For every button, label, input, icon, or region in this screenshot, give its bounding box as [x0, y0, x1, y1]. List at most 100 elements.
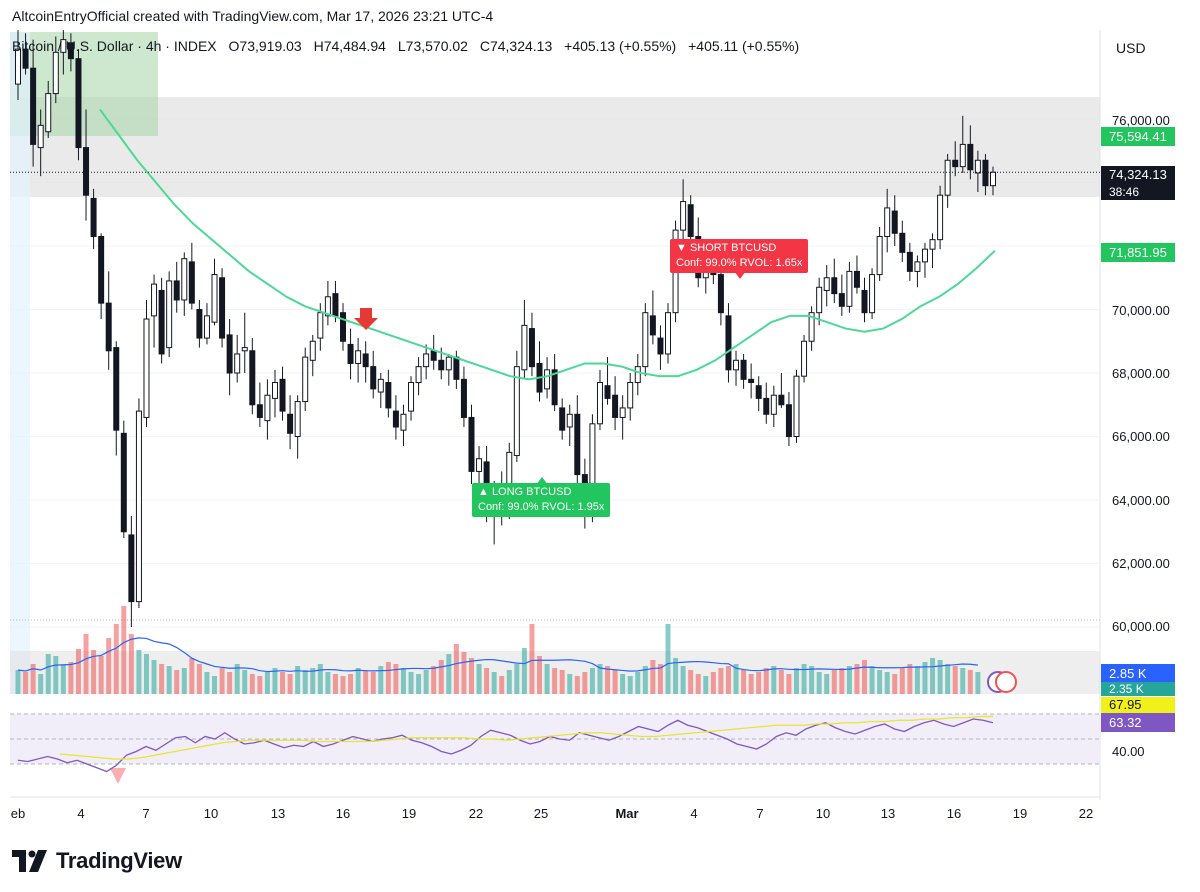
volume-bar	[166, 666, 172, 694]
tradingview-logo-text: TradingView	[56, 848, 182, 873]
candle-body	[831, 277, 838, 295]
candle-body	[596, 382, 603, 425]
volume-bar	[884, 672, 890, 694]
volume-bar	[128, 634, 134, 694]
candle-body	[823, 277, 830, 291]
volume-bar	[491, 672, 497, 694]
volume-bar	[400, 668, 406, 694]
candle-body	[105, 302, 112, 352]
candle-body	[982, 159, 989, 187]
us-flag-icon	[995, 671, 1017, 693]
volume-bar	[45, 654, 51, 694]
candle-body	[619, 407, 626, 418]
volume-bar	[869, 666, 875, 694]
volume-bar	[574, 676, 580, 694]
time-tick-label: 25	[533, 806, 549, 821]
candle-body	[513, 366, 520, 457]
volume-bar	[310, 668, 316, 694]
candle-body	[559, 407, 566, 431]
candle-body	[460, 378, 467, 418]
volume-bar	[174, 670, 180, 694]
candle-body	[234, 353, 241, 374]
volume-bar	[816, 672, 822, 694]
symbol-title[interactable]: Bitcoin / U.S. Dollar · 4h · INDEX	[12, 38, 217, 54]
candle-body	[67, 42, 74, 60]
price-tick-label: 68,000.00	[1112, 366, 1170, 381]
price-tick-label: 76,000.00	[1112, 113, 1170, 128]
candle-body	[649, 315, 656, 336]
volume-bar	[431, 666, 437, 694]
volume-bar	[650, 660, 656, 694]
candle-body	[332, 293, 339, 317]
candle-body	[173, 280, 180, 301]
volume-bar	[786, 674, 792, 694]
volume-bar	[620, 674, 626, 694]
ohlc-change-2: +405.11 (+0.55%)	[688, 38, 800, 54]
candle-body	[846, 270, 853, 307]
volume-bar	[854, 664, 860, 694]
volume-bar	[143, 654, 149, 694]
volume-bar	[181, 668, 187, 694]
volume-bar	[922, 662, 928, 694]
candle-body	[778, 394, 785, 406]
volume-bar	[438, 660, 444, 694]
volume-bar	[499, 676, 505, 694]
volume-bar	[778, 670, 784, 694]
candle-body	[445, 356, 452, 371]
candle-body	[453, 356, 460, 380]
tradingview-logo[interactable]: TradingView	[12, 848, 182, 874]
volume-bar	[30, 664, 36, 694]
short-signal-line2: Conf: 99.0% RVOL: 1.65x	[676, 257, 803, 269]
price-tick-label: 60,000.00	[1112, 619, 1170, 634]
candle-body	[974, 159, 981, 174]
countdown-badge: 38:46	[1101, 184, 1175, 200]
volume-bar	[756, 672, 762, 694]
candle-body	[324, 296, 331, 317]
volume-ma-line	[17, 637, 978, 673]
candle-body	[45, 93, 52, 133]
volume-bar	[544, 664, 550, 694]
candle-body	[181, 258, 188, 301]
volume-bar	[521, 648, 527, 694]
time-tick-label: 4	[690, 806, 698, 821]
volume-bar	[212, 676, 218, 694]
volume-bar	[589, 668, 595, 694]
volume-bar	[665, 624, 671, 694]
candle-body	[906, 251, 913, 272]
volume-bar	[559, 670, 565, 694]
volume-bar	[15, 670, 21, 694]
volume-bar	[287, 674, 293, 694]
tradingview-logo-icon	[12, 850, 47, 872]
candle-body	[551, 369, 558, 406]
volume-bar	[295, 666, 301, 694]
candle-body	[287, 413, 294, 434]
time-tick-label: 4	[77, 806, 85, 821]
volume-bar	[196, 664, 202, 694]
volume-bar	[227, 672, 233, 694]
volume-bar	[567, 674, 573, 694]
candle-body	[113, 347, 120, 431]
volume-bar	[748, 674, 754, 694]
candle-body	[921, 248, 928, 263]
candle-body	[60, 39, 67, 53]
candle-body	[627, 382, 634, 409]
candle-body	[801, 340, 808, 377]
volume-bar	[710, 672, 716, 694]
volume-bar	[91, 650, 97, 694]
candle-body	[370, 366, 377, 390]
short-signal-pointer	[734, 271, 746, 279]
candle-body	[400, 413, 407, 431]
candle-body	[990, 171, 996, 187]
volume-bar	[249, 674, 255, 694]
candle-body	[725, 315, 732, 371]
volume-bar	[937, 660, 943, 694]
volume-badge: 2.35 K	[1101, 682, 1175, 696]
ohlc-close: C74,324.13	[479, 38, 553, 54]
currency-selector[interactable]: USD	[1116, 40, 1146, 56]
candle-body	[861, 289, 868, 314]
candle-body	[476, 458, 483, 472]
candle-body	[203, 315, 210, 339]
volume-bar	[680, 666, 686, 694]
volume-bar	[98, 656, 104, 694]
